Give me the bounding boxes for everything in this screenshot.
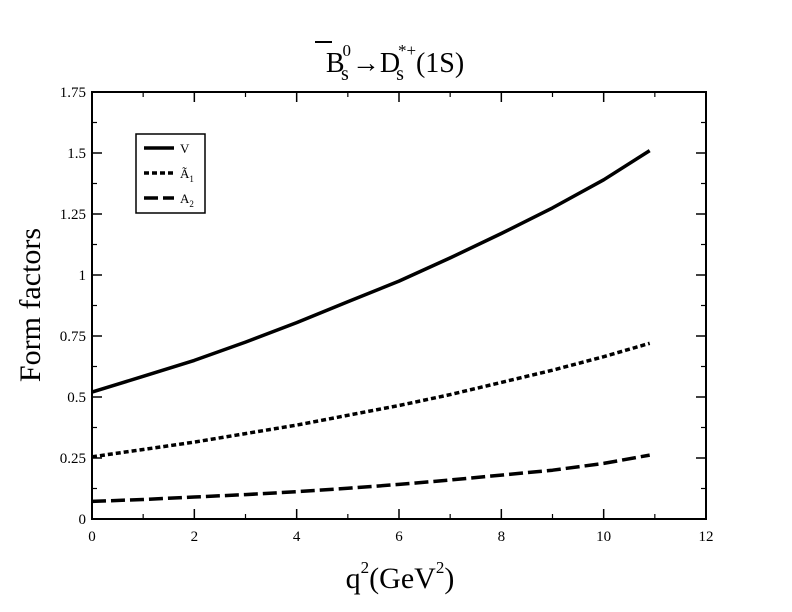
legend-label-2: Ã1 — [180, 166, 194, 184]
x-tick-label: 10 — [596, 529, 611, 545]
x-tick-label: 8 — [498, 529, 506, 545]
title-b: B — [326, 48, 345, 79]
y-tick-label: 0 — [79, 512, 87, 528]
title-b-sub: s — [341, 63, 349, 85]
x-tick-label: 2 — [191, 529, 199, 545]
legend-label-1: V — [180, 141, 190, 156]
title-tail: (1S) — [416, 48, 464, 79]
legend-label-3: A2 — [180, 191, 194, 209]
legend-label-main: Ã — [180, 166, 190, 181]
y-tick-label: 0.5 — [67, 390, 86, 406]
x-axis-label-unit-sup: 2 — [436, 558, 445, 577]
legend-label-main: A — [180, 191, 190, 206]
x-axis-label-close: ) — [444, 562, 454, 595]
title-d: D — [380, 48, 400, 79]
x-axis-label-sup: 2 — [361, 558, 370, 577]
x-axis-label: q2(GeV2) — [346, 558, 455, 595]
x-axis-label-main: q — [346, 562, 361, 595]
y-tick-label: 1.25 — [60, 207, 86, 223]
series-lines — [91, 149, 651, 504]
axis-ticks — [91, 91, 707, 520]
y-axis-label: Form factors — [14, 228, 47, 382]
title-d-sup: *+ — [398, 41, 416, 60]
x-tick-label: 12 — [699, 529, 714, 545]
chart-title: B0 s →D*+ s (1S) — [326, 41, 464, 85]
y-tick-label: 0.75 — [60, 329, 86, 345]
y-tick-label: 1 — [79, 268, 87, 284]
y-tick-label: 1.5 — [67, 146, 86, 162]
title-b-sup: 0 — [343, 41, 352, 60]
x-tick-label: 6 — [395, 529, 403, 545]
series-line-1 — [91, 149, 651, 394]
x-tick-label: 0 — [88, 529, 96, 545]
legend-label-main: V — [180, 141, 190, 156]
title-d-sub: s — [396, 63, 404, 85]
x-axis-label-unit: (GeV — [369, 562, 436, 595]
y-tick-label: 0.25 — [60, 451, 86, 467]
y-tick-label: 1.75 — [60, 85, 86, 101]
title-arrow: → — [352, 48, 380, 79]
x-tick-label: 4 — [293, 529, 301, 545]
legend-label-sub: 2 — [189, 199, 194, 209]
legend-label-sub: 1 — [189, 174, 194, 184]
